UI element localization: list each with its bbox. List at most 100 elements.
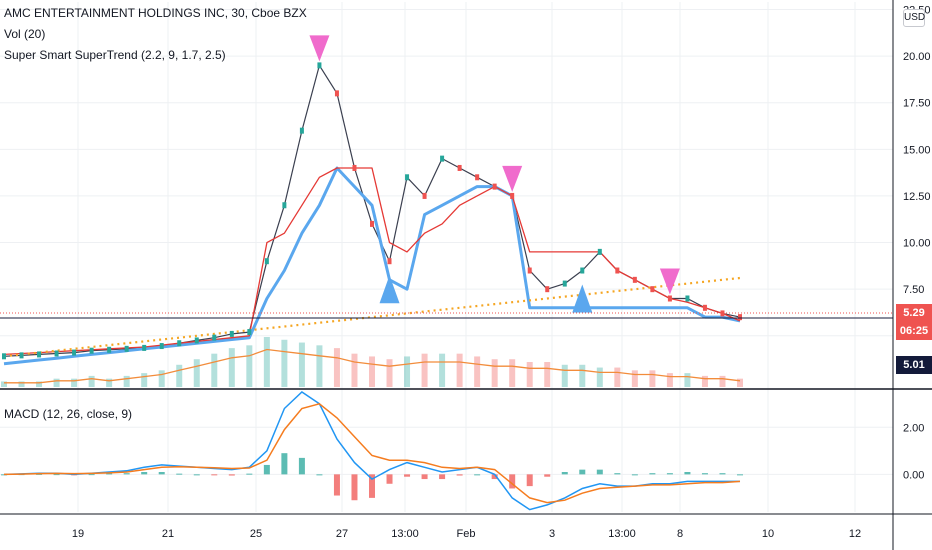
- x-tick-label: 10: [762, 528, 774, 540]
- y-tick-label: 7.50: [903, 284, 924, 296]
- volume-legend[interactable]: Vol (20): [4, 27, 46, 41]
- x-tick-label: 8: [677, 528, 683, 540]
- price-candle: [720, 310, 725, 317]
- supertrend-line: [3, 166, 741, 366]
- macd-histogram-bar: [631, 474, 638, 476]
- volume-bar: [351, 353, 358, 387]
- price-candle: [107, 346, 112, 353]
- macd-histogram-bar: [88, 474, 95, 476]
- price-candle: [527, 267, 532, 274]
- price-candle: [597, 248, 602, 255]
- volume-bar: [544, 362, 551, 387]
- y-tick-label: 10.00: [903, 238, 931, 250]
- macd-histogram-bar: [386, 474, 393, 484]
- macd-histogram-bar: [158, 472, 165, 475]
- grid-lines: [0, 2, 893, 512]
- x-tick-label: 21: [162, 528, 174, 540]
- x-tick-label: 12: [849, 528, 861, 540]
- volume-bar: [474, 356, 481, 387]
- macd-histogram-bar: [193, 474, 200, 476]
- price-candle: [247, 329, 252, 336]
- volume-bar: [561, 364, 568, 387]
- price-candle: [299, 127, 304, 134]
- macd-histogram-bar: [491, 474, 498, 480]
- x-tick-label: 27: [336, 528, 348, 540]
- volume-bar: [36, 381, 43, 387]
- macd-histogram-bar: [281, 453, 288, 475]
- volume-bar: [18, 381, 25, 387]
- volume-bar: [369, 356, 375, 387]
- last-price-tag: 5.29: [896, 304, 932, 322]
- volume-bar: [176, 364, 183, 387]
- macd-histogram-bar: [246, 473, 253, 475]
- macd-histogram-bar: [421, 474, 428, 480]
- volume-bar: [263, 337, 270, 387]
- volume-bar: [509, 359, 516, 387]
- price-candle: [124, 345, 129, 352]
- macd-line: [3, 391, 740, 511]
- price-candle: [492, 183, 497, 190]
- volume-bar: [123, 375, 130, 387]
- price-candle: [19, 352, 24, 359]
- macd-histogram-bar: [666, 473, 673, 475]
- macd-histogram-bar: [333, 474, 340, 496]
- price-candle: [54, 350, 59, 357]
- macd-histogram-bar: [737, 474, 743, 476]
- supertrend-legend[interactable]: Super Smart SuperTrend (2.2, 9, 1.7, 2.5…: [4, 48, 226, 62]
- macd-histogram-bar: [474, 474, 481, 476]
- macd-histogram-bar: [456, 474, 463, 476]
- volume-bar: [298, 342, 305, 387]
- price-candle: [334, 90, 339, 97]
- price-candle: [370, 220, 374, 227]
- sell-signal-triangle: [502, 165, 523, 192]
- sell-signal-triangle: [659, 268, 680, 295]
- macd-histogram-bar: [369, 474, 375, 498]
- volume-bar: [316, 345, 323, 387]
- countdown-tag: 06:25: [896, 322, 932, 340]
- macd-pane: [1, 391, 743, 511]
- volume-bar: [614, 367, 621, 387]
- x-tick-label: 19: [72, 528, 84, 540]
- sell-signal-triangle: [309, 35, 330, 62]
- currency-button[interactable]: USD: [903, 9, 925, 27]
- y-tick-label: 12.50: [903, 191, 931, 203]
- price-candle: [545, 286, 550, 293]
- volume-ma-line: [4, 348, 741, 384]
- x-tick-label: Feb: [457, 528, 476, 540]
- price-candle: [405, 174, 410, 181]
- price-candle: [738, 314, 742, 321]
- volume-bar: [141, 373, 148, 387]
- price-candle: [650, 286, 655, 293]
- volume-bar: [333, 348, 340, 387]
- volume-bar: [421, 353, 428, 387]
- macd-histogram-bar: [719, 473, 726, 475]
- macd-histogram-bar: [561, 472, 568, 475]
- volume-bar: [193, 359, 200, 387]
- volume-bar: [666, 373, 673, 387]
- price-candle: [212, 334, 217, 341]
- macd-histogram-bar: [509, 474, 516, 489]
- price-candle: [702, 304, 707, 311]
- price-candle: [580, 267, 585, 274]
- price-candle: [352, 164, 357, 171]
- symbol-legend[interactable]: AMC ENTERTAINMENT HOLDINGS INC, 30, Cboe…: [4, 6, 307, 20]
- macd-histogram-bar: [211, 474, 218, 476]
- macd-legend[interactable]: MACD (12, 26, close, 9): [4, 407, 133, 421]
- volume-bar: [246, 345, 253, 387]
- price-candle: [2, 353, 6, 360]
- macd-histogram-bar: [701, 473, 708, 475]
- volume-bar: [649, 370, 656, 387]
- price-candle: [440, 155, 445, 162]
- volume-bar: [211, 353, 218, 387]
- price-candle: [685, 295, 690, 302]
- volume-bar: [53, 378, 60, 387]
- macd-histogram-bar: [316, 474, 323, 476]
- price-candle: [229, 330, 234, 337]
- macd-histogram-bar: [36, 473, 43, 475]
- volume-bars: [1, 337, 743, 387]
- price-candle: [475, 174, 480, 181]
- x-tick-label: 3: [549, 528, 555, 540]
- volume-bar: [404, 356, 411, 387]
- macd-histogram-bar: [649, 473, 656, 475]
